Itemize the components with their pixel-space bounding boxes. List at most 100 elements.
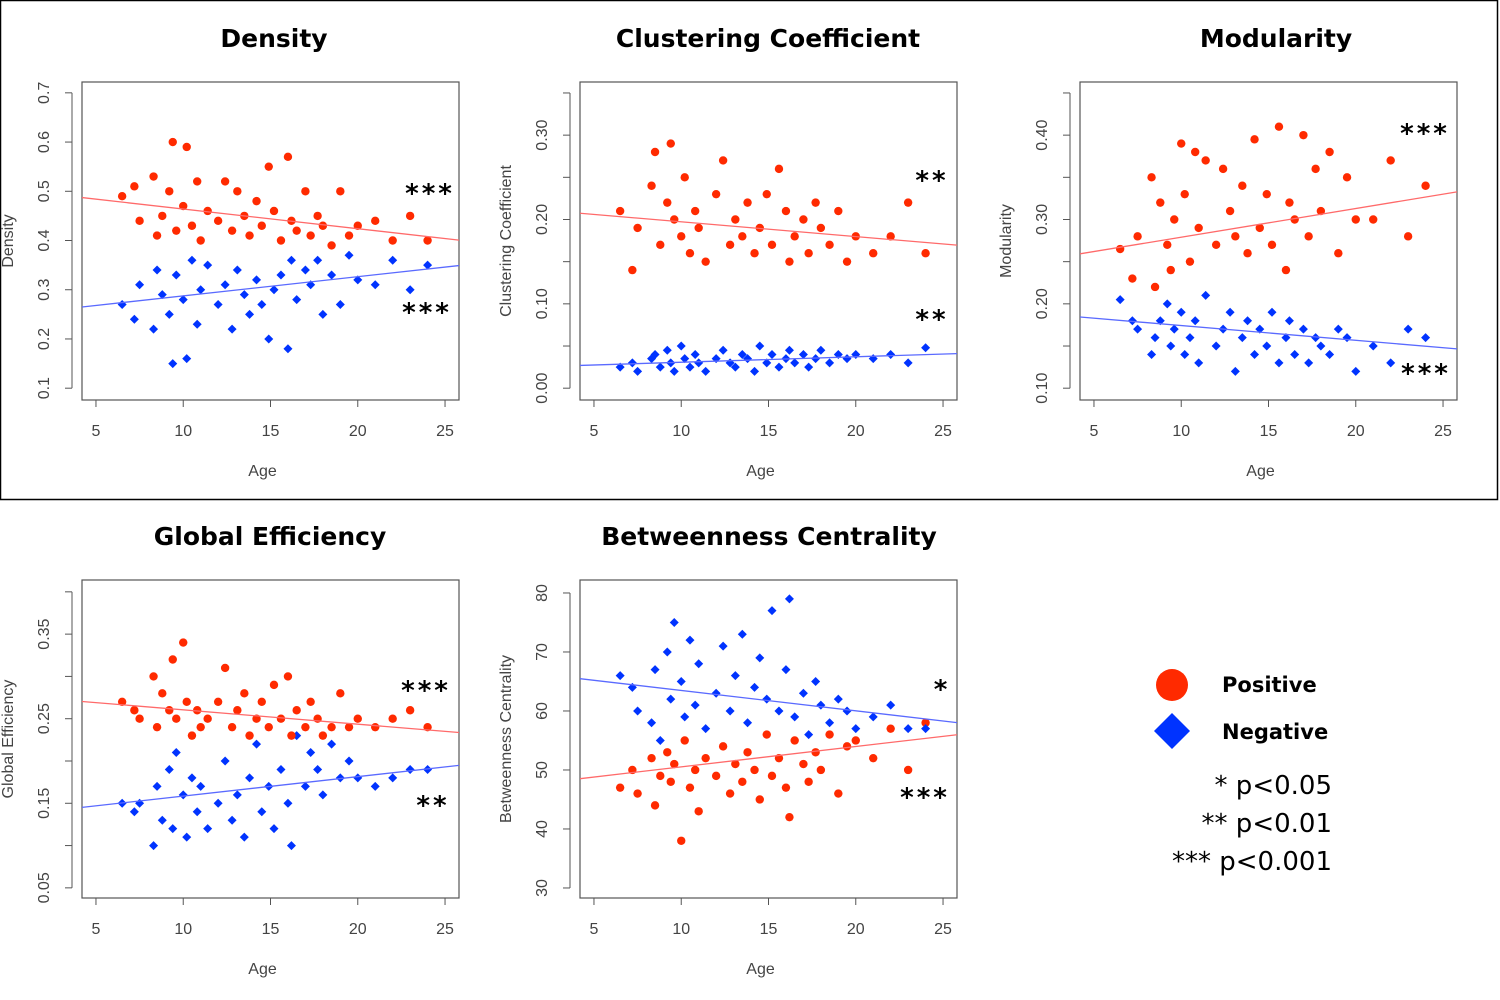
positive-point: [196, 722, 205, 732]
positive-point: [1274, 122, 1284, 131]
negative-point: [168, 824, 178, 834]
positive-fit-line: [82, 196, 459, 241]
positive-point: [743, 748, 752, 757]
positive-point: [264, 722, 273, 732]
positive-point: [172, 714, 181, 723]
positive-point: [165, 706, 174, 715]
negative-point: [762, 358, 772, 368]
negative-point: [903, 358, 913, 368]
plot-frame: [81, 81, 460, 401]
negative-point: [1351, 366, 1361, 376]
negative-point: [232, 790, 242, 800]
negative-point: [152, 781, 162, 791]
positive-point: [1194, 223, 1203, 233]
negative-point: [798, 349, 808, 359]
legend-p005: * p<0.05: [1215, 771, 1332, 801]
y-axis-label: Betweenness Centrality: [498, 655, 515, 823]
negative-point: [203, 824, 213, 834]
negative-point: [1176, 307, 1186, 317]
y-tick-label: 30: [534, 879, 551, 897]
positive-point: [811, 198, 820, 207]
negative-point: [196, 285, 206, 295]
positive-point: [292, 226, 301, 235]
negative-point: [816, 700, 826, 710]
plot-frame: [579, 579, 958, 899]
positive-point: [685, 783, 695, 792]
positive-point: [252, 196, 261, 206]
positive-point: [203, 206, 212, 216]
positive-point: [283, 152, 293, 162]
x-axis-label: Age: [248, 961, 277, 978]
positive-point: [130, 182, 139, 191]
y-axis-label: Modularity: [998, 204, 1015, 278]
y-tick-label: 70: [534, 643, 551, 661]
negative-point: [1190, 316, 1200, 326]
positive-point: [647, 181, 656, 190]
negative-point: [1162, 299, 1172, 309]
positive-point: [666, 139, 675, 148]
positive-point: [1231, 232, 1240, 241]
y-tick-label: 0.40: [1034, 119, 1051, 150]
positive-point: [233, 187, 242, 196]
negative-point: [743, 718, 753, 728]
positive-point: [799, 215, 808, 224]
negative-point: [257, 807, 267, 817]
positive-point: [269, 680, 279, 690]
negative-point: [344, 250, 354, 260]
x-tick-label: 25: [1434, 423, 1452, 440]
positive-point: [656, 240, 665, 249]
negative-fit-line: [580, 678, 957, 724]
positive-point: [1166, 265, 1175, 275]
negative-point: [701, 724, 711, 734]
positive-point: [306, 231, 315, 240]
positive-point: [650, 801, 660, 810]
x-tick-label: 20: [349, 423, 367, 440]
negative-point: [774, 362, 784, 372]
negative-point: [711, 688, 721, 698]
positive-point: [1147, 173, 1156, 182]
negative-point: [650, 665, 660, 675]
positive-point: [327, 722, 336, 732]
positive-point: [283, 672, 293, 681]
plot-area: [82, 137, 459, 369]
negative-point: [196, 781, 206, 791]
negative-point: [1262, 341, 1272, 351]
negative-point: [149, 841, 159, 851]
x-tick-label: 5: [590, 423, 599, 440]
negative-significance: ***: [1401, 359, 1451, 389]
negative-point: [1133, 324, 1143, 334]
negative-point: [269, 285, 279, 295]
positive-series: [615, 139, 930, 275]
negative-point: [300, 265, 310, 275]
negative-point: [1194, 358, 1204, 368]
panel-title: Density: [220, 24, 327, 53]
positive-point: [192, 706, 202, 715]
y-tick-label: 0.1: [36, 377, 53, 399]
negative-point: [737, 349, 747, 359]
positive-point: [1180, 189, 1189, 199]
positive-point: [615, 783, 625, 792]
positive-point: [1250, 135, 1259, 144]
negative-series: [615, 594, 931, 745]
positive-fit-line: [580, 734, 957, 780]
legend-positive-label: Positive: [1222, 673, 1317, 697]
positive-point: [158, 689, 167, 698]
positive-point: [750, 765, 759, 775]
x-tick-label: 10: [174, 423, 192, 440]
positive-point: [869, 753, 878, 763]
positive-point: [825, 730, 834, 739]
positive-point: [1133, 232, 1142, 241]
negative-point: [232, 265, 242, 275]
negative-point: [313, 764, 323, 774]
positive-point: [423, 236, 432, 245]
positive-point: [233, 706, 242, 715]
negative-point: [685, 362, 695, 372]
negative-point: [239, 290, 249, 300]
negative-point: [405, 285, 415, 295]
negative-point: [833, 694, 843, 704]
positive-point: [1421, 181, 1430, 190]
positive-point: [743, 198, 752, 207]
x-tick-label: 25: [436, 921, 454, 938]
negative-point: [781, 665, 791, 675]
negative-point: [135, 280, 145, 290]
